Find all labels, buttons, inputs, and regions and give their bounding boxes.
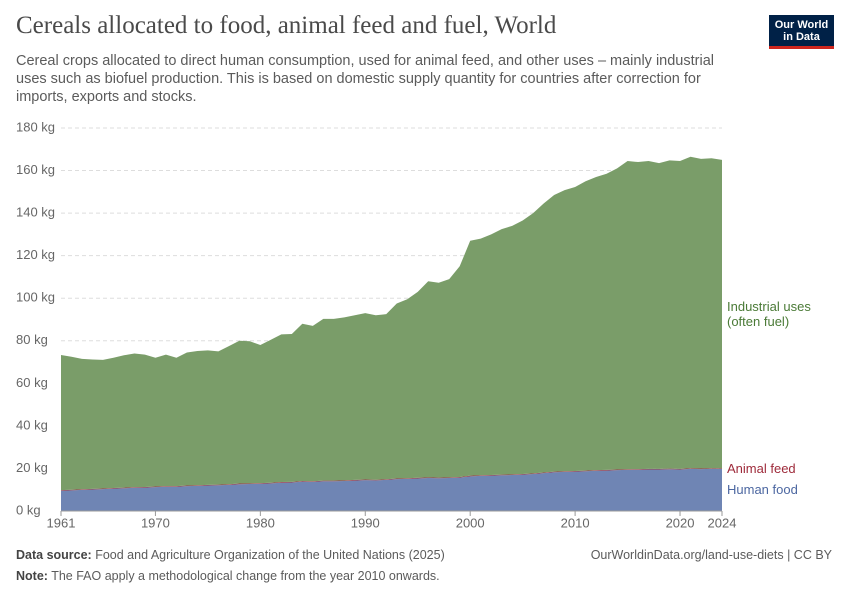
- source: Data source: Food and Agriculture Organi…: [16, 548, 445, 562]
- y-tick-label: 60 kg: [16, 375, 48, 390]
- x-tick-label: 2010: [561, 515, 590, 530]
- x-tick-label: 1961: [47, 515, 76, 530]
- y-tick-label: 120 kg: [16, 247, 55, 262]
- x-tick-label: 1990: [351, 515, 380, 530]
- source-label: Data source:: [16, 548, 92, 562]
- logo-line: in Data: [783, 31, 820, 43]
- area: [61, 468, 722, 511]
- x-tick-label: 1970: [141, 515, 170, 530]
- note-text: The FAO apply a methodological change fr…: [51, 569, 440, 583]
- logo-line: Our World: [774, 19, 829, 31]
- y-tick-label: 160 kg: [16, 162, 55, 177]
- y-tick-label: 0 kg: [16, 502, 41, 517]
- legend-label: Industrial uses (often fuel): [727, 299, 811, 330]
- legend-label: Human food: [727, 482, 798, 498]
- x-tick-label: 2024: [708, 515, 737, 530]
- chart-title: Cereals allocated to food, animal feed a…: [16, 12, 557, 39]
- source-text: Food and Agriculture Organization of the…: [95, 548, 445, 562]
- y-tick-label: 140 kg: [16, 205, 55, 220]
- source-url[interactable]: OurWorldinData.org/land-use-diets | CC B…: [590, 548, 832, 562]
- logo[interactable]: Our World in Data: [769, 15, 834, 49]
- area: [61, 156, 722, 491]
- note-label: Note:: [16, 569, 48, 583]
- area: [61, 468, 722, 491]
- x-tick-label: 2000: [456, 515, 485, 530]
- y-tick-label: 20 kg: [16, 460, 48, 475]
- y-tick-label: 100 kg: [16, 290, 55, 305]
- y-tick-label: 40 kg: [16, 417, 48, 432]
- x-tick-label: 2020: [666, 515, 695, 530]
- legend-label: Animal feed: [727, 461, 796, 477]
- x-tick-label: 1980: [246, 515, 275, 530]
- note: Note: The FAO apply a methodological cha…: [16, 569, 440, 583]
- y-tick-label: 80 kg: [16, 332, 48, 347]
- y-tick-label: 180 kg: [16, 119, 55, 134]
- chart-subtitle: Cereal crops allocated to direct human c…: [16, 53, 714, 105]
